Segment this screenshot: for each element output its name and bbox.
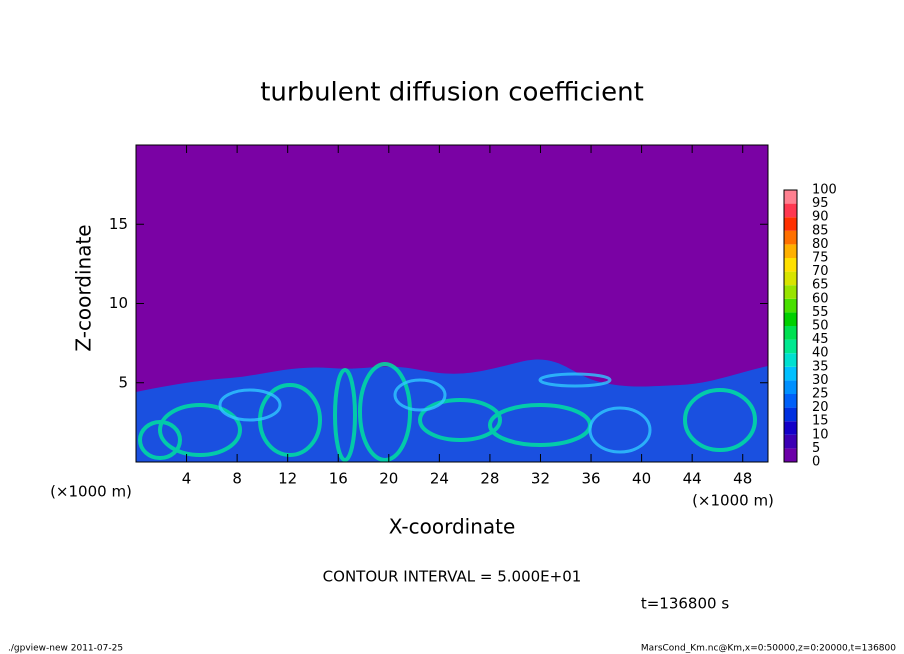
colorbar-label: 60	[812, 291, 829, 306]
colorbar-label: 0	[812, 455, 820, 470]
colorbar-cell	[784, 285, 797, 299]
colorbar-cell	[784, 326, 797, 340]
x-tick-label: 36	[581, 470, 600, 488]
colorbar-label: 75	[812, 251, 829, 266]
colorbar-cell	[784, 394, 797, 408]
colorbar-cell	[784, 312, 797, 326]
colorbar-cell	[784, 271, 797, 286]
contour-interval: CONTOUR INTERVAL = 5.000E+01	[323, 568, 582, 586]
chart-title: turbulent diffusion coefficient	[260, 78, 644, 108]
y-axis-label: Z-coordinate	[72, 224, 96, 351]
colorbar-cell	[784, 434, 797, 449]
x-tick-label: 20	[379, 470, 398, 488]
x-tick-label: 28	[480, 470, 499, 488]
footer-left: ./gpview-new 2011-07-25	[8, 644, 123, 654]
y-tick-label: 10	[109, 294, 128, 312]
colorbar-label: 70	[812, 264, 829, 279]
x-tick-label: 24	[430, 470, 449, 488]
x-tick-label: 40	[632, 470, 651, 488]
footer-right: MarsCond_Km.nc@Km,x=0:50000,z=0:20000,t=…	[641, 644, 896, 654]
colorbar-label: 65	[812, 278, 829, 293]
colorbar-label: 50	[812, 319, 829, 334]
x-tick-label: 12	[278, 470, 297, 488]
colorbar-label: 15	[812, 414, 829, 429]
colorbar-label: 55	[812, 305, 829, 320]
colorbar-cell	[784, 217, 797, 231]
x-tick-label: 16	[329, 470, 348, 488]
x-unit-label: (×1000 m)	[50, 483, 132, 501]
colorbar-cell	[784, 448, 797, 462]
y-tick-label: 15	[109, 215, 128, 233]
x-tick-label: 4	[182, 470, 192, 488]
x-tick-label: 8	[232, 470, 242, 488]
colorbar-cell	[784, 380, 797, 394]
colorbar-frame	[783, 189, 798, 463]
colorbar-cell	[784, 353, 797, 367]
colorbar-label: 30	[812, 373, 829, 388]
colorbar-cell	[784, 203, 797, 218]
colorbar-label: 90	[812, 210, 829, 225]
colorbar-label: 40	[812, 346, 829, 361]
colorbar-cell	[784, 230, 797, 245]
time-label: t=136800 s	[641, 595, 729, 613]
x-tick-label: 48	[733, 470, 752, 488]
colorbar-label: 25	[812, 387, 829, 402]
colorbar-cell	[784, 366, 797, 381]
x-axis-label: X-coordinate	[389, 515, 516, 539]
colorbar-label: 85	[812, 223, 829, 238]
colorbar-cell	[784, 258, 797, 272]
colorbar-label: 20	[812, 400, 829, 415]
colorbar-label: 80	[812, 237, 829, 252]
colorbar-label: 5	[812, 441, 820, 456]
field	[136, 359, 768, 462]
x-unit-label: (×1000 m)	[692, 492, 774, 510]
colorbar-cell	[784, 244, 797, 258]
colorbar-label: 45	[812, 332, 829, 347]
colorbar-label: 10	[812, 427, 829, 442]
x-tick-label: 32	[531, 470, 550, 488]
colorbar-cell	[784, 190, 797, 204]
colorbar-label: 100	[812, 183, 837, 198]
colorbar-label: 95	[812, 196, 829, 211]
colorbar-label: 35	[812, 359, 829, 374]
y-tick-label: 5	[118, 373, 128, 391]
colorbar-cell	[784, 407, 797, 422]
x-tick-label: 44	[683, 470, 702, 488]
colorbar-cell	[784, 339, 797, 354]
colorbar-cell	[784, 298, 797, 313]
colorbar-cell	[784, 421, 797, 435]
